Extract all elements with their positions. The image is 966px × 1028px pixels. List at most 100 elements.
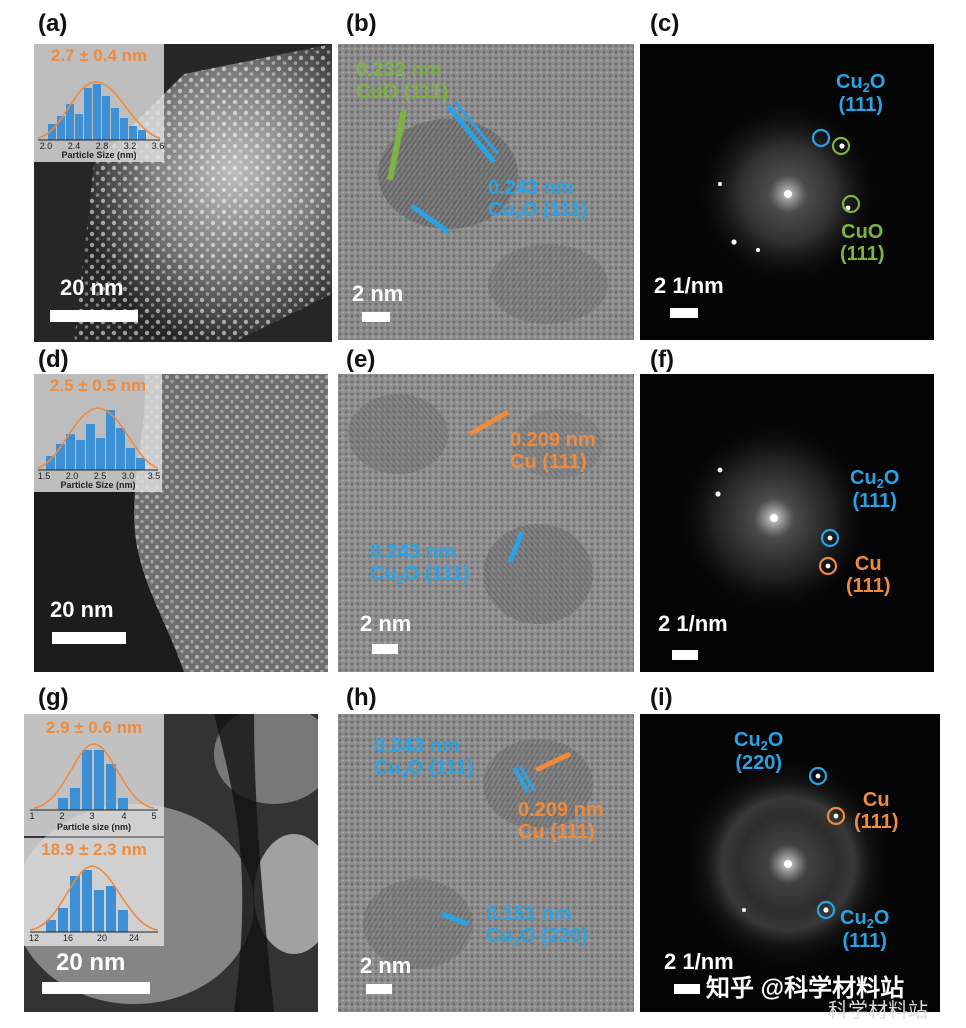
histogram-title-d: 2.5 ± 0.5 nm [49,376,147,395]
annotation-text: 0.209 nm [510,429,596,451]
histogram-title-g1: 2.9 ± 0.6 nm [45,718,143,737]
annotation-cu2o220-fft-i: Cu2O (220) [734,729,784,775]
annotation-text: Cu (111) [510,450,587,473]
annotation-text: Cu2O (111) [374,756,474,781]
histogram-bars-g1 [30,743,158,811]
annotation-cu-fft-f: Cu (111) [846,553,891,597]
annotation-cuo-spacing: 0.232 nm CuO (111) [356,59,449,103]
annotation-text: CuO (111) [356,80,449,103]
panel-f-fft-image: Cu2O (111) Cu (111) 2 1/nm [640,374,934,672]
histogram-tick: 24 [128,933,140,943]
annotation-text: CuO [841,221,884,243]
histogram-inset-g2: 18.9 ± 2.3 nm 12 16 20 24 [24,838,164,946]
scale-bar-i [674,984,700,994]
annotation-text: 0.243 nm [488,177,574,199]
histogram-inset-g1: 2.9 ± 0.6 nm 1 2 3 4 5 Particle size (nm… [24,714,164,836]
annotation-text: (111) [838,94,883,117]
annotation-text: (111) [842,930,887,953]
annotation-text: 0.209 nm [518,799,604,821]
annotation-text: Cu [862,789,890,811]
annotation-text: 0.151 nm [486,903,572,925]
scale-label-g: 20 nm [56,949,126,976]
histogram-tick: 2.0 [39,141,53,151]
histogram-bars-a [37,81,161,141]
annotation-text: Cu2O [840,907,890,931]
annotation-text: Cu2O (220) [486,924,588,949]
panel-label-i: (i) [650,684,673,711]
panel-b-hrtem-image: 0.232 nm CuO (111) 0.243 nm Cu2O (111) 2… [338,44,634,340]
scale-bar-e [372,644,398,654]
histogram-tick: 12 [28,933,40,943]
annotation-cu2o-fft-f: Cu2O (111) [850,467,899,513]
hrtem-image-e [338,374,634,672]
panel-h-hrtem-image: 0.243 nm Cu2O (111) 0.209 nm Cu (111) 0.… [338,714,634,1012]
annotation-text: (111) [852,490,897,513]
histogram-tick: 3.6 [151,141,165,151]
annotation-text: Cu (111) [518,820,595,843]
annotation-cuo-fft: CuO (111) [840,221,884,265]
panel-label-g: (g) [38,684,69,711]
histogram-tick: 1.5 [37,471,51,481]
annotation-text: (111) [854,810,899,833]
annotation-text: Cu2O [734,729,784,753]
panel-label-e: (e) [346,346,376,373]
histogram-inset-a: 2.7 ± 0.4 nm 2.0 2.4 2.8 3.2 3.6 Particl… [34,44,164,162]
annotation-text: 0.232 nm [356,59,442,81]
histogram-inset-d: 2.5 ± 0.5 nm 1.5 2.0 2.5 3.0 3.5 Particl… [34,374,162,492]
annotation-cu2o-spacing-e: 0.243 nm Cu2O (111) [370,541,470,587]
histogram-tick: 5 [151,811,157,821]
annotation-text: Cu2O (111) [488,198,588,223]
histogram-tick: 16 [62,933,74,943]
annotation-cu2o-fft: Cu2O (111) [836,71,886,117]
annotation-cu-spacing-h: 0.209 nm Cu (111) [518,799,604,843]
scale-bar-g [42,982,150,994]
panel-c-fft-image: Cu2O (111) CuO (111) 2 1/nm [640,44,934,340]
watermark-text: 知乎 @科学材料站 [706,975,905,1002]
scale-label-f: 2 1/nm [658,611,728,636]
fft-pattern-i [678,754,898,974]
scale-bar-d [52,632,126,644]
panel-a-stem-image: 2.7 ± 0.4 nm 2.0 2.4 2.8 3.2 3.6 Particl… [34,44,332,342]
annotation-cu-fft-i: Cu (111) [854,789,899,833]
histogram-tick: 2.4 [67,141,81,151]
histogram-tick: 20 [96,933,108,943]
histogram-tick: 2 [59,811,65,821]
annotation-cu2o220-spacing-h: 0.151 nm Cu2O (220) [486,903,588,949]
annotation-text: (220) [735,752,783,775]
scale-bar-h [366,984,392,994]
annotation-text: Cu2O [836,71,886,95]
panel-label-b: (b) [346,10,377,37]
histogram-tick: 3.5 [147,471,161,481]
histogram-bars-d [37,407,159,471]
annotation-cu2o-spacing: 0.243 nm Cu2O (111) [488,177,588,223]
annotation-cu-spacing-e: 0.209 nm Cu (111) [510,429,596,473]
histogram-bars-g2 [29,865,159,933]
histogram-tick: 3.0 [121,471,135,481]
watermark-text-secondary: 科学材料站 [828,1000,928,1022]
fft-pattern-f [674,418,874,618]
histogram-title-a: 2.7 ± 0.4 nm [50,46,148,65]
scale-label-e: 2 nm [360,611,412,636]
annotation-cu2o111-fft-i: Cu2O (111) [840,907,890,953]
histogram-tick: 3.2 [123,141,137,151]
annotation-text: Cu2O (111) [370,562,470,587]
annotation-text: (111) [846,574,891,597]
fft-pattern-c [693,99,883,289]
annotation-text: Cu [854,553,882,575]
histogram-tick: 2.5 [93,471,107,481]
scale-label-a: 20 nm [60,275,124,300]
histogram-xlabel-g1: Particle size (nm) [56,822,132,832]
histogram-tick: 2.8 [95,141,109,151]
histogram-tick: 1 [29,811,35,821]
panel-d-stem-image: 2.5 ± 0.5 nm 1.5 2.0 2.5 3.0 3.5 Particl… [34,374,328,672]
annotation-text: 0.243 nm [374,735,460,757]
panel-label-h: (h) [346,684,377,711]
panel-label-c: (c) [650,10,680,37]
scale-label-c: 2 1/nm [654,273,724,298]
hrtem-image-b [338,44,634,340]
histogram-tick: 4 [121,811,127,821]
histogram-tick: 3 [89,811,95,821]
scale-label-h: 2 nm [360,953,412,978]
annotation-text: 0.243 nm [370,541,456,563]
histogram-title-g2: 18.9 ± 2.3 nm [41,840,147,859]
